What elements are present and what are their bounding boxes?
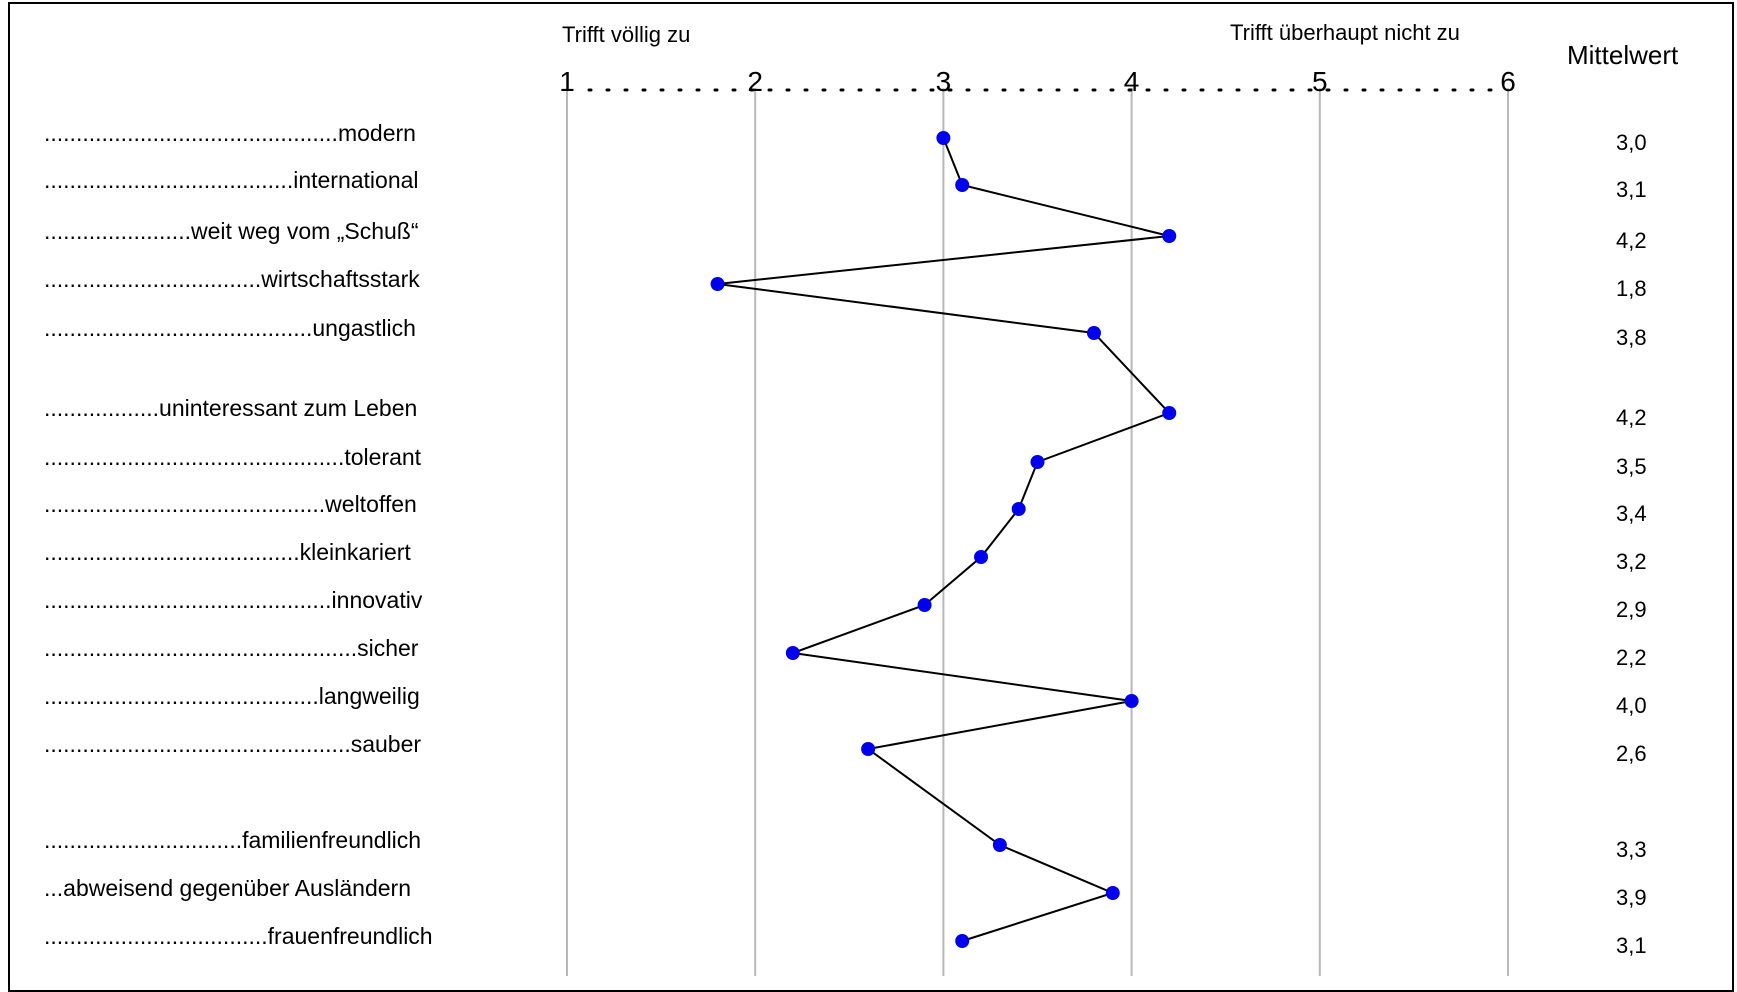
data-point	[1162, 229, 1177, 243]
item-mean-value: 3,2	[1616, 549, 1647, 574]
item-label: ..................uninteressant zum Lebe…	[44, 395, 418, 421]
item-mean-value: 2,6	[1616, 741, 1647, 766]
item-label: .......................................i…	[44, 167, 419, 193]
header-left-label: Trifft völlig zu	[562, 22, 691, 47]
data-point	[1162, 406, 1177, 420]
item-label: ........................................…	[44, 683, 420, 709]
item-mean-value: 3,1	[1616, 933, 1647, 958]
item-label: ........................................…	[44, 635, 419, 661]
item-label: ........................................…	[44, 731, 422, 757]
data-point	[955, 934, 970, 948]
item-label: ........................................…	[44, 444, 422, 470]
item-mean-value: 3,8	[1616, 325, 1647, 350]
data-point	[1011, 502, 1026, 516]
profile-line	[717, 137, 1172, 942]
scale-tick-label: 4	[1123, 66, 1140, 97]
item-label: ........................................…	[44, 587, 423, 613]
item-mean-value: 3,3	[1616, 837, 1647, 862]
item-mean-value: 3,4	[1616, 501, 1647, 526]
header-right-label: Trifft überhaupt nicht zu	[1230, 20, 1460, 45]
item-mean-value: 3,9	[1616, 885, 1647, 910]
item-label: ...abweisend gegenüber Ausländern	[44, 875, 412, 901]
item-mean-value: 4,2	[1616, 405, 1647, 430]
data-point	[974, 550, 989, 564]
data-point	[785, 646, 800, 660]
mean-value-header: Mittelwert	[1567, 40, 1679, 70]
scale-tick-label: 2	[747, 66, 763, 97]
item-mean-value: 4,0	[1616, 693, 1647, 718]
item-label: ........................................…	[44, 120, 416, 146]
data-point	[1086, 326, 1101, 340]
scale-tick-label: 6	[1500, 66, 1516, 97]
scale-tick-label: 1	[559, 66, 575, 97]
data-point	[992, 838, 1007, 852]
item-mean-value: 4,2	[1616, 228, 1647, 253]
item-label: ...................................fraue…	[44, 923, 433, 949]
data-point	[1030, 455, 1045, 469]
item-label: ........................................…	[44, 539, 411, 565]
item-mean-value: 3,0	[1616, 130, 1647, 155]
data-point	[1124, 694, 1139, 708]
item-label: ...............................familienf…	[44, 827, 422, 853]
data-point	[710, 277, 725, 291]
scale-tick-label: 3	[935, 66, 952, 97]
scale-tick-label: 5	[1312, 66, 1328, 97]
item-mean-value: 3,1	[1616, 177, 1647, 202]
item-label: ..................................wirtsc…	[44, 266, 420, 292]
data-point	[1105, 886, 1120, 900]
item-mean-value: 2,9	[1616, 597, 1647, 622]
data-point	[917, 598, 932, 612]
item-mean-value: 1,8	[1616, 276, 1647, 301]
item-mean-value: 2,2	[1616, 645, 1647, 670]
data-point	[955, 178, 970, 192]
item-label: .......................weit weg vom „Sch…	[44, 218, 419, 244]
data-point	[861, 742, 876, 756]
item-label: ........................................…	[44, 491, 417, 517]
item-mean-value: 3,5	[1616, 454, 1647, 479]
item-label: ........................................…	[44, 315, 416, 341]
data-point	[936, 131, 951, 145]
